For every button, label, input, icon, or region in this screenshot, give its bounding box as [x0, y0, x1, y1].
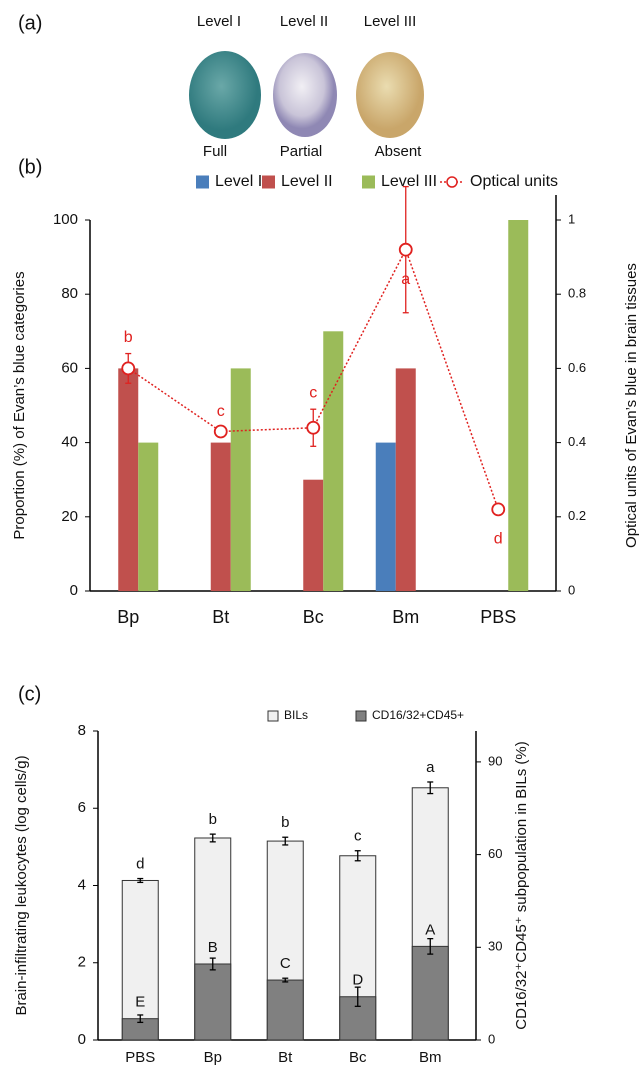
- legend-label: Level II: [281, 173, 333, 190]
- bar: [118, 368, 139, 591]
- point: [121, 361, 136, 376]
- brain-image: [273, 53, 337, 137]
- significance-letter: c: [354, 828, 362, 845]
- state-label: Full: [203, 143, 227, 160]
- significance-letter: A: [425, 921, 435, 938]
- legend-label: BILs: [284, 708, 308, 722]
- legend-label: Level I: [215, 173, 262, 190]
- x-tick-label: Bc: [349, 1049, 367, 1066]
- legend-label: Optical units: [470, 173, 558, 190]
- significance-letter: E: [135, 994, 145, 1011]
- significance-letter: c: [309, 384, 317, 401]
- y-tick-label: 100: [53, 211, 78, 228]
- bar: [375, 442, 396, 591]
- significance-letter: d: [494, 531, 503, 548]
- significance-letter: b: [281, 814, 289, 831]
- point: [398, 242, 413, 257]
- legend-swatch: [267, 710, 279, 722]
- x-tick-label: Bc: [303, 607, 324, 627]
- significance-letter: a: [426, 759, 435, 776]
- y2-tick-label: 0: [568, 582, 575, 597]
- x-tick-label: PBS: [480, 607, 516, 627]
- significance-letter: D: [352, 972, 363, 989]
- y2-tick-label: 0.8: [568, 286, 586, 301]
- x-tick-label: PBS: [125, 1049, 155, 1066]
- bar: [230, 368, 251, 591]
- significance-letter: d: [136, 856, 144, 873]
- level-label: Level III: [364, 13, 417, 30]
- level-label: Level II: [280, 13, 328, 30]
- point: [213, 424, 228, 439]
- y2-tick-label: 60: [488, 846, 502, 861]
- y2-tick-label: 1: [568, 211, 575, 226]
- y-tick-label: 20: [61, 508, 78, 525]
- y-tick-label: 0: [78, 1031, 86, 1048]
- bar: [411, 945, 449, 1041]
- panel-label: (c): [18, 683, 41, 705]
- x-tick-label: Bm: [392, 607, 419, 627]
- x-tick-label: Bp: [117, 607, 139, 627]
- bar: [138, 442, 159, 591]
- panel-label: (a): [18, 12, 42, 34]
- y2-axis-label: Optical units of Evan’s blue in brain ti…: [623, 263, 640, 548]
- y-tick-label: 80: [61, 285, 78, 302]
- y-tick-label: 60: [61, 359, 78, 376]
- legend-swatch: [262, 175, 275, 189]
- level-label: Level I: [197, 13, 241, 30]
- line: [127, 247, 499, 510]
- legend-swatch: [355, 710, 367, 722]
- y2-tick-label: 0: [488, 1031, 495, 1046]
- significance-letter: c: [217, 403, 225, 420]
- point: [306, 420, 321, 435]
- panel-label: (b): [18, 156, 42, 178]
- brain-image: [356, 52, 424, 138]
- significance-letter: C: [280, 955, 291, 972]
- x-tick-label: Bt: [278, 1049, 293, 1066]
- bar: [303, 479, 324, 591]
- y2-tick-label: 30: [488, 939, 502, 954]
- y2-tick-label: 90: [488, 753, 502, 768]
- y-tick-label: 4: [78, 876, 86, 893]
- y2-tick-label: 0.4: [568, 434, 586, 449]
- bar: [194, 963, 232, 1041]
- x-tick-label: Bt: [212, 607, 229, 627]
- point: [491, 502, 506, 517]
- legend-label: CD16/32+CD45+: [372, 708, 464, 722]
- legend-label: Level III: [381, 173, 437, 190]
- state-label: Partial: [280, 143, 323, 160]
- brain-image: [189, 51, 261, 139]
- y-tick-label: 6: [78, 799, 86, 816]
- y-tick-label: 0: [70, 582, 78, 599]
- significance-letter: B: [208, 939, 218, 956]
- significance-letter: b: [124, 329, 133, 346]
- legend-swatch: [362, 175, 375, 189]
- y2-tick-label: 0.6: [568, 360, 586, 375]
- bar: [266, 979, 304, 1041]
- state-label: Absent: [375, 143, 423, 160]
- y-tick-label: 40: [61, 434, 78, 451]
- legend-marker: [446, 176, 458, 188]
- bar: [210, 442, 231, 591]
- significance-letter: a: [401, 271, 410, 288]
- bar: [323, 331, 344, 591]
- legend-swatch: [196, 175, 209, 189]
- significance-letter: b: [209, 811, 217, 828]
- bar: [508, 220, 529, 591]
- y-axis-label: Proportion (%) of Evan’s blue categories: [11, 271, 28, 539]
- y2-tick-label: 0.2: [568, 508, 586, 523]
- y-axis-label: Brain-infiltrating leukocytes (log cells…: [13, 755, 30, 1015]
- bar: [395, 368, 416, 591]
- y-tick-label: 2: [78, 954, 86, 971]
- y2-axis-label: CD16/32⁺CD45⁺ subpopulation in BILs (%): [513, 741, 530, 1030]
- x-tick-label: Bm: [419, 1049, 442, 1066]
- y-tick-label: 8: [78, 722, 86, 739]
- x-tick-label: Bp: [204, 1049, 222, 1066]
